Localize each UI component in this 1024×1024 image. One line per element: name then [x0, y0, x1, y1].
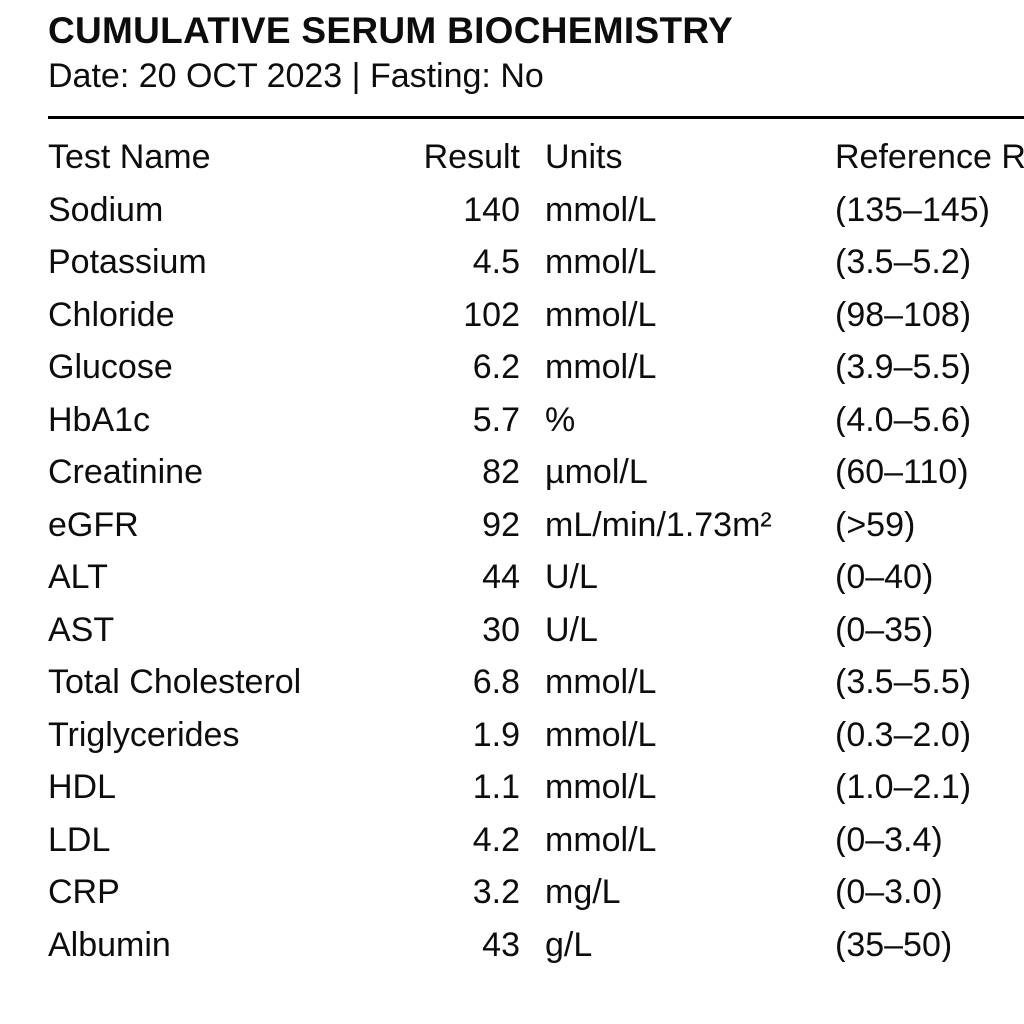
units-cell: µmol/L: [545, 453, 648, 492]
header-result: Result: [423, 138, 520, 177]
test-name-cell: ALT: [48, 558, 108, 597]
units-cell: %: [545, 400, 576, 439]
reference-cell: (0–35): [835, 612, 934, 647]
result-cell: 102: [463, 295, 520, 334]
table-row: Creatinine 82 µmol/L (60–110): [48, 446, 1024, 499]
result-cell: 1.9: [472, 715, 520, 754]
test-name-cell: CRP: [48, 873, 120, 912]
result-cell: 3.2: [472, 873, 520, 912]
test-name-cell: LDL: [48, 820, 111, 859]
reference-cell: (4.0–5.6): [835, 402, 972, 437]
reference-cell: (60–110): [835, 455, 969, 490]
units-cell: g/L: [545, 925, 593, 964]
header-units: Units: [545, 138, 623, 177]
table-row: Sodium 140 mmol/L (135–145): [48, 184, 1024, 237]
test-name-cell: HbA1c: [48, 400, 151, 439]
table-header-row: Test Name Result Units Reference Range: [48, 131, 1024, 184]
test-name-cell: Creatinine: [48, 453, 203, 492]
table-row: HbA1c 5.7% (4.0–5.6): [48, 394, 1024, 447]
units-cell: mmol/L: [545, 715, 657, 754]
table-row: Triglycerides 1.9 mmol/L (0.3–2.0): [48, 709, 1024, 762]
result-cell: 6.2: [472, 348, 520, 387]
table-row: AST 30 U/L (0–35): [48, 604, 1024, 657]
reference-cell: (98–108): [835, 297, 972, 332]
result-cell: 4.2: [472, 820, 520, 859]
result-cell: 140: [463, 190, 520, 229]
reference-cell: (0–40): [835, 560, 934, 595]
table-row: LDL 4.2 mmol/L (0–3.4): [48, 814, 1024, 867]
result-cell: 82: [482, 453, 520, 492]
reference-cell: (0–3.0): [835, 875, 943, 910]
test-name-cell: Triglycerides: [48, 715, 240, 754]
table-row: Chloride 102 mmol/L (98–108): [48, 289, 1024, 342]
units-cell: mL/min/1.73m²: [545, 505, 772, 544]
reference-cell: (3.5–5.5): [835, 665, 972, 700]
units-cell: mmol/L: [545, 348, 657, 387]
test-name-cell: Chloride: [48, 295, 175, 334]
reference-cell: (0.3–2.0): [835, 717, 972, 752]
table-row: Total Cholesterol 6.8 mmol/L (3.5–5.5): [48, 656, 1024, 709]
reference-cell: (3.9–5.5): [835, 350, 972, 385]
reference-cell: (35–50): [835, 927, 953, 962]
reference-cell: (1.0–2.1): [835, 770, 972, 805]
lab-table-body: Sodium 140 mmol/L (135–145) Potassium 4.5 mmol…: [48, 184, 1024, 972]
result-cell: 43: [482, 925, 520, 964]
header-divider: [48, 116, 1024, 119]
result-cell: 4.5: [472, 243, 520, 282]
result-cell: 6.8: [472, 663, 520, 702]
test-name-cell: HDL: [48, 768, 117, 807]
test-name-cell: eGFR: [48, 505, 139, 544]
reference-cell: (3.5–5.2): [835, 245, 972, 280]
header-reference-range: Reference Range: [835, 140, 1024, 175]
result-cell: 1.1: [472, 768, 520, 807]
units-cell: U/L: [545, 558, 598, 597]
result-cell: 44: [482, 558, 520, 597]
header-test-name: Test Name: [48, 138, 211, 177]
table-row: Albumin 43 g/L (35–50): [48, 919, 1024, 972]
reference-cell: (0–3.4): [835, 822, 943, 857]
units-cell: mmol/L: [545, 768, 657, 807]
result-cell: 30: [482, 610, 520, 649]
result-cell: 92: [482, 505, 520, 544]
units-cell: mmol/L: [545, 243, 657, 282]
table-row: Potassium 4.5 mmol/L (3.5–5.2): [48, 236, 1024, 289]
table-row: Glucose 6.2 mmol/L (3.9–5.5): [48, 341, 1024, 394]
units-cell: mg/L: [545, 873, 621, 912]
result-cell: 5.7: [472, 400, 520, 439]
units-cell: mmol/L: [545, 295, 657, 334]
test-name-cell: Albumin: [48, 925, 171, 964]
table-row: eGFR 92 mL/min/1.73m² (>59): [48, 499, 1024, 552]
test-name-cell: Potassium: [48, 243, 207, 282]
report-title: CUMULATIVE SERUM BIOCHEMISTRY: [48, 10, 733, 51]
table-row: HDL 1.1 mmol/L (1.0–2.1): [48, 761, 1024, 814]
reference-cell: (135–145): [835, 192, 991, 227]
units-cell: U/L: [545, 610, 598, 649]
table-row: CRP 3.2 mg/L (0–3.0): [48, 866, 1024, 919]
units-cell: mmol/L: [545, 190, 657, 229]
test-name-cell: Total Cholesterol: [48, 663, 302, 702]
lab-results-table: Test Name Result Units Reference Range S…: [48, 131, 1024, 971]
units-cell: mmol/L: [545, 663, 657, 702]
test-name-cell: AST: [48, 610, 115, 649]
report-date-line: Date: 20 OCT 2023 | Fasting: No: [48, 57, 544, 95]
test-name-cell: Sodium: [48, 190, 164, 229]
units-cell: mmol/L: [545, 820, 657, 859]
reference-cell: (>59): [835, 507, 916, 542]
table-row: ALT 44 U/L (0–40): [48, 551, 1024, 604]
test-name-cell: Glucose: [48, 348, 173, 387]
